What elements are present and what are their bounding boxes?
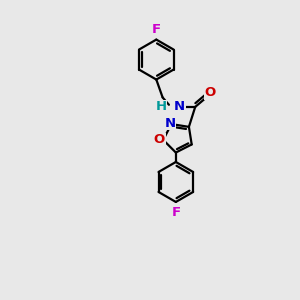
Text: F: F <box>171 206 180 219</box>
Text: O: O <box>204 86 216 99</box>
Text: O: O <box>154 134 165 146</box>
Text: F: F <box>152 23 161 36</box>
Text: H: H <box>156 100 167 113</box>
Text: N: N <box>165 116 176 130</box>
Text: N: N <box>174 100 185 113</box>
